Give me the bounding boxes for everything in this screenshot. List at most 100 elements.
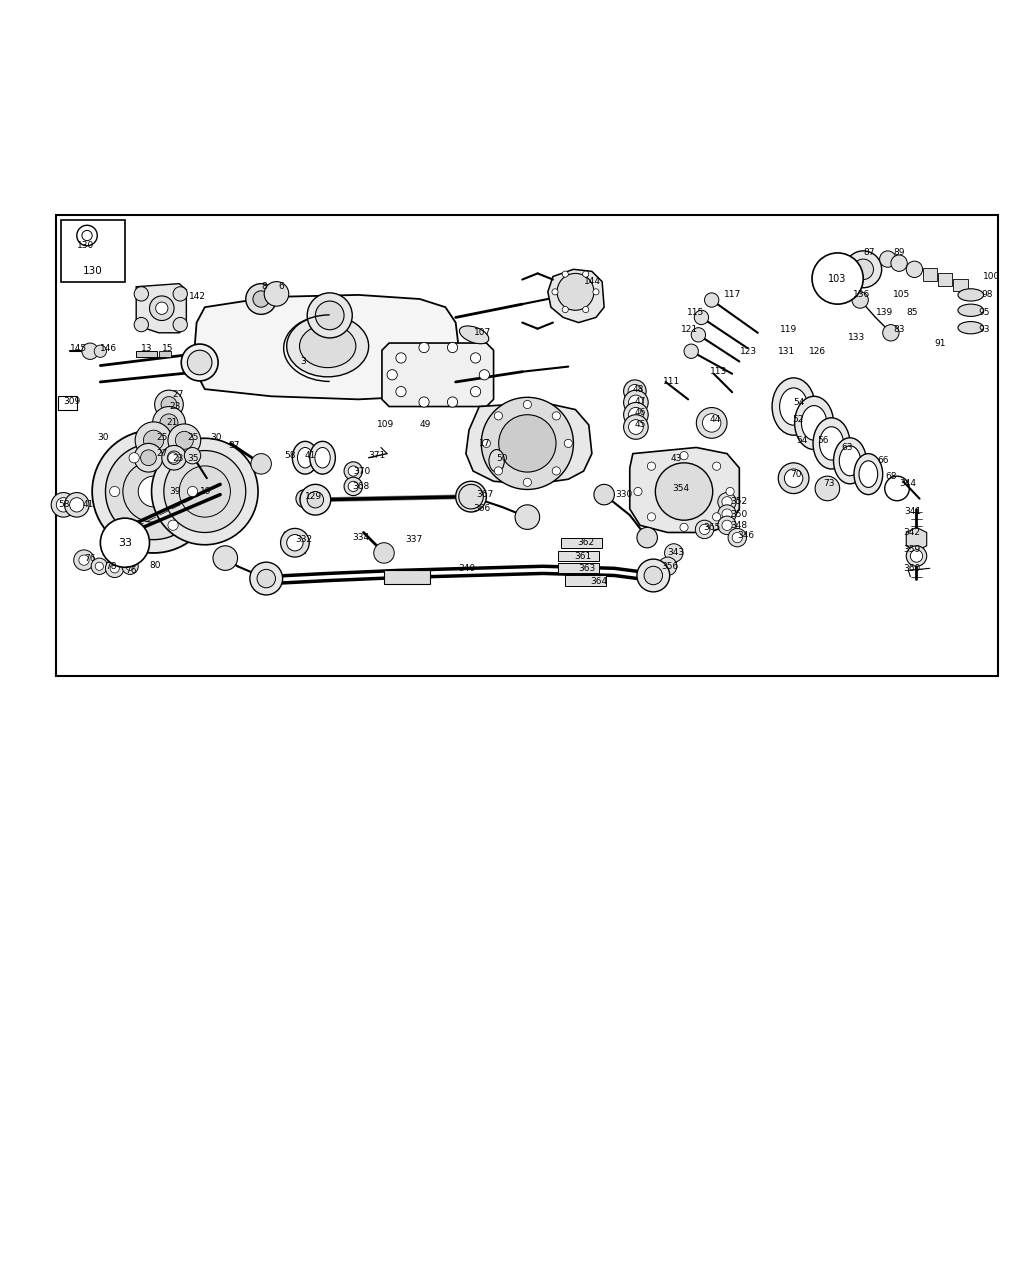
Text: 343: 343 (668, 548, 685, 558)
Circle shape (129, 453, 139, 463)
Circle shape (91, 558, 108, 575)
Text: 360: 360 (903, 563, 921, 573)
Ellipse shape (772, 378, 815, 435)
Text: 364: 364 (590, 577, 607, 586)
Text: 30: 30 (97, 433, 109, 442)
Polygon shape (630, 448, 739, 532)
Circle shape (134, 443, 163, 472)
Text: 332: 332 (295, 535, 312, 544)
Circle shape (495, 412, 503, 420)
Text: 66: 66 (878, 456, 889, 466)
Circle shape (296, 489, 314, 508)
Circle shape (374, 543, 394, 563)
Circle shape (713, 513, 721, 521)
Text: 27: 27 (157, 449, 168, 458)
Circle shape (387, 370, 397, 380)
Text: 133: 133 (848, 333, 865, 343)
Circle shape (515, 504, 540, 530)
Circle shape (138, 476, 169, 507)
Text: 8: 8 (261, 282, 267, 292)
Circle shape (495, 467, 503, 475)
Circle shape (564, 439, 572, 448)
Ellipse shape (309, 442, 336, 474)
Bar (953, 279, 968, 291)
Text: 334: 334 (352, 532, 370, 543)
Circle shape (110, 486, 120, 497)
Circle shape (552, 467, 560, 475)
Circle shape (257, 570, 275, 588)
Text: 119: 119 (780, 325, 798, 334)
Circle shape (129, 520, 139, 530)
Ellipse shape (297, 448, 313, 468)
Circle shape (463, 489, 479, 504)
Text: 356: 356 (662, 562, 679, 571)
Circle shape (264, 282, 289, 306)
Text: 91: 91 (934, 338, 945, 348)
Circle shape (173, 317, 187, 332)
Text: 115: 115 (687, 307, 705, 317)
Text: 123: 123 (740, 347, 758, 356)
Text: 15: 15 (162, 343, 173, 353)
Circle shape (726, 488, 734, 495)
Text: 54: 54 (797, 435, 808, 445)
Circle shape (637, 527, 657, 548)
Polygon shape (548, 269, 604, 323)
Ellipse shape (795, 397, 834, 449)
Bar (61, 220, 125, 282)
Circle shape (482, 439, 490, 448)
Circle shape (583, 306, 589, 312)
Text: 47: 47 (635, 397, 646, 406)
Circle shape (348, 466, 358, 476)
Text: 105: 105 (893, 291, 910, 300)
Text: 58: 58 (58, 500, 70, 509)
Circle shape (696, 407, 727, 438)
Circle shape (691, 328, 706, 342)
Circle shape (680, 452, 688, 460)
Text: 25: 25 (187, 433, 199, 442)
Circle shape (906, 261, 923, 278)
Circle shape (74, 550, 94, 571)
Circle shape (562, 271, 568, 278)
Ellipse shape (802, 406, 826, 440)
Circle shape (65, 493, 89, 517)
Text: 87: 87 (863, 248, 874, 257)
Text: 52: 52 (793, 415, 804, 425)
Circle shape (624, 402, 648, 428)
Text: 49: 49 (420, 420, 431, 430)
Circle shape (722, 497, 732, 507)
Circle shape (722, 520, 732, 530)
Bar (923, 269, 937, 280)
Circle shape (82, 343, 98, 360)
Text: 111: 111 (663, 378, 680, 387)
Circle shape (778, 463, 809, 494)
Circle shape (344, 462, 362, 480)
Circle shape (168, 520, 178, 530)
Circle shape (213, 545, 238, 571)
Circle shape (348, 481, 358, 492)
Ellipse shape (854, 453, 883, 494)
Text: 121: 121 (681, 325, 698, 334)
Text: 117: 117 (724, 291, 741, 300)
Text: 45: 45 (635, 420, 646, 430)
Text: 41: 41 (83, 500, 94, 509)
Circle shape (552, 289, 558, 294)
Circle shape (647, 462, 655, 470)
Text: 19: 19 (200, 486, 211, 497)
Circle shape (552, 412, 560, 420)
Circle shape (70, 498, 84, 512)
Text: 362: 362 (578, 538, 595, 548)
Circle shape (702, 413, 721, 433)
Circle shape (699, 525, 710, 535)
Text: 23: 23 (169, 402, 180, 411)
Circle shape (51, 493, 76, 517)
Ellipse shape (489, 449, 504, 472)
Polygon shape (906, 527, 927, 550)
Circle shape (396, 353, 407, 364)
Circle shape (175, 431, 194, 449)
Circle shape (732, 532, 742, 543)
Text: 35: 35 (187, 454, 199, 463)
Bar (384, 571, 430, 584)
Circle shape (705, 293, 719, 307)
Text: 6: 6 (279, 282, 285, 292)
Ellipse shape (315, 448, 330, 468)
